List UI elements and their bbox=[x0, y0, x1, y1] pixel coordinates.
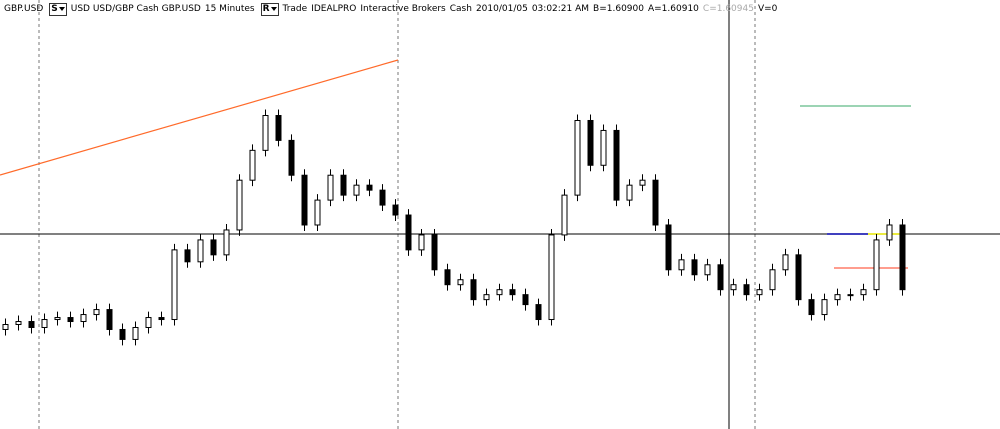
candle-body bbox=[249, 149, 256, 181]
interval: 15 Minutes bbox=[204, 4, 255, 14]
candle-body bbox=[288, 139, 295, 176]
time: 03:02:21 AM bbox=[531, 4, 590, 14]
candle-body bbox=[197, 239, 204, 263]
candle-body bbox=[236, 179, 243, 231]
candle-body bbox=[483, 294, 490, 301]
candle-body bbox=[158, 317, 165, 321]
route-label: R bbox=[262, 4, 270, 14]
candles bbox=[2, 109, 906, 346]
candle-body bbox=[678, 259, 685, 271]
candle-body bbox=[431, 234, 438, 271]
candle-body bbox=[28, 321, 35, 328]
candle-body bbox=[145, 317, 152, 328]
trend-line[interactable] bbox=[0, 59, 399, 176]
dropdown-arrow bbox=[270, 7, 277, 11]
candle-body bbox=[470, 279, 477, 301]
candle-body bbox=[899, 224, 906, 291]
bid: B=1.60900 bbox=[593, 4, 644, 14]
close: C=1.60945 bbox=[702, 4, 754, 14]
candle-body bbox=[522, 294, 529, 306]
candle-body bbox=[782, 254, 789, 271]
candle-body bbox=[54, 317, 61, 321]
candle-body bbox=[639, 179, 646, 186]
broker: Interactive Brokers bbox=[360, 4, 446, 14]
candle-body bbox=[847, 294, 854, 297]
candle-body bbox=[795, 254, 802, 301]
candle-body bbox=[418, 234, 425, 251]
candle-body bbox=[509, 289, 516, 296]
candle-body bbox=[262, 115, 269, 151]
candle-body bbox=[821, 299, 828, 316]
symbol: GBP.USD bbox=[4, 4, 44, 14]
candle-body bbox=[587, 119, 594, 166]
chart-header: GBP.USD S USD USD/GBP Cash GBP.USD 15 Mi… bbox=[0, 0, 1000, 18]
candle-body bbox=[717, 264, 724, 291]
candle-body bbox=[275, 115, 282, 141]
candle-body bbox=[457, 279, 464, 286]
candle-body bbox=[171, 249, 178, 321]
candle-body bbox=[340, 174, 347, 196]
candle-body bbox=[392, 204, 399, 216]
candle-body bbox=[353, 184, 360, 196]
candle-body bbox=[808, 299, 815, 316]
candle-body bbox=[132, 326, 139, 340]
candle-body bbox=[834, 294, 841, 301]
candle-body bbox=[613, 129, 620, 201]
candle-body bbox=[730, 284, 737, 291]
candle-body bbox=[379, 189, 386, 206]
side-dropdown[interactable]: S bbox=[49, 2, 67, 16]
mode: Trade bbox=[282, 4, 308, 14]
candle-body bbox=[743, 284, 750, 296]
candle-body bbox=[93, 309, 100, 316]
candle-body bbox=[860, 289, 867, 296]
date: 2010/01/05 bbox=[475, 4, 528, 14]
dropdown-arrow bbox=[58, 7, 65, 11]
candle-body bbox=[496, 289, 503, 296]
candle-body bbox=[600, 129, 607, 166]
candle-body bbox=[561, 194, 568, 236]
candle-body bbox=[106, 309, 113, 330]
candle-body bbox=[327, 174, 334, 201]
candle-body bbox=[314, 199, 321, 226]
candle-body bbox=[886, 224, 893, 241]
candle-body bbox=[626, 184, 633, 201]
candle-body bbox=[210, 239, 217, 256]
candle-body bbox=[223, 229, 230, 256]
exchange: IDEALPRO bbox=[311, 4, 357, 14]
candle-body bbox=[67, 317, 74, 323]
sec-type: Cash bbox=[449, 4, 472, 14]
candle-body bbox=[756, 289, 763, 296]
volume: V=0 bbox=[757, 4, 778, 14]
candle-body bbox=[691, 259, 698, 276]
candle-body bbox=[80, 314, 87, 323]
candle-body bbox=[535, 304, 542, 321]
candle-body bbox=[548, 234, 555, 321]
route-dropdown[interactable]: R bbox=[260, 2, 279, 16]
candle-body bbox=[444, 269, 451, 286]
candle-body bbox=[301, 174, 308, 226]
candle-body bbox=[41, 319, 48, 328]
candle-body bbox=[405, 214, 412, 251]
candle-body bbox=[184, 249, 191, 263]
candle-body bbox=[873, 239, 880, 291]
candle-body bbox=[769, 269, 776, 291]
candle-body bbox=[665, 224, 672, 271]
candle-body bbox=[652, 179, 659, 226]
candle-body bbox=[574, 119, 581, 196]
candle-body bbox=[2, 324, 9, 330]
candle-body bbox=[704, 264, 711, 276]
side-label: S bbox=[51, 4, 58, 14]
ask: A=1.60910 bbox=[647, 4, 699, 14]
candle-body bbox=[119, 328, 126, 340]
candle-body bbox=[15, 321, 22, 326]
description: USD USD/GBP Cash GBP.USD bbox=[70, 4, 201, 14]
candle-body bbox=[366, 184, 373, 191]
